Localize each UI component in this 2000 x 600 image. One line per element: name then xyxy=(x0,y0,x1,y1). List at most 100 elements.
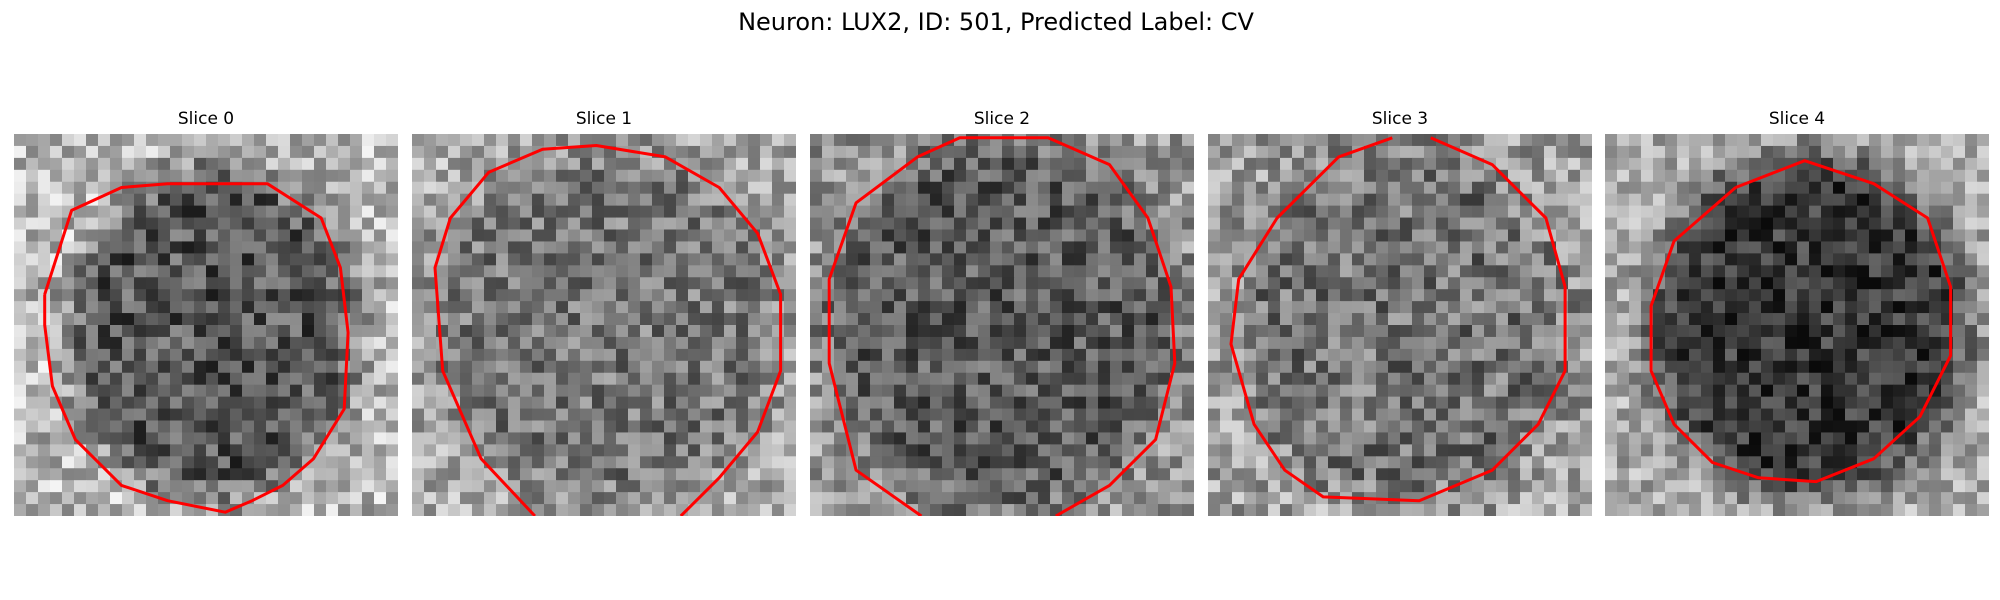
pixel xyxy=(628,325,641,338)
pixel xyxy=(870,157,883,171)
pixel xyxy=(1182,313,1194,326)
pixel xyxy=(1665,265,1678,278)
pixel xyxy=(1580,432,1592,445)
pixel xyxy=(1785,432,1798,445)
pixel xyxy=(748,205,761,218)
pixel xyxy=(338,432,351,445)
pixel xyxy=(496,372,509,386)
pixel xyxy=(1340,396,1353,409)
pixel xyxy=(676,492,689,505)
pixel xyxy=(1340,134,1353,147)
pixel xyxy=(846,372,859,386)
pixel xyxy=(712,384,725,398)
pixel xyxy=(1002,348,1015,362)
pixel xyxy=(412,229,425,242)
pixel xyxy=(870,169,883,183)
pixel xyxy=(74,301,87,314)
pixel xyxy=(1809,348,1822,362)
pixel xyxy=(592,456,605,469)
pixel xyxy=(1893,313,1906,326)
pixel xyxy=(1268,241,1281,254)
pixel xyxy=(592,134,605,147)
pixel xyxy=(1617,408,1630,421)
pixel xyxy=(894,492,907,505)
pixel xyxy=(1376,217,1389,230)
pixel xyxy=(1232,205,1245,218)
pixel xyxy=(978,396,991,409)
pixel xyxy=(182,432,195,445)
pixel xyxy=(894,289,907,302)
pixel xyxy=(254,313,267,326)
pixel xyxy=(508,205,521,218)
pixel xyxy=(1304,134,1317,147)
pixel xyxy=(1629,289,1642,302)
pixel xyxy=(1014,504,1027,516)
pixel xyxy=(882,217,895,230)
pixel xyxy=(1484,277,1497,290)
pixel xyxy=(1785,253,1798,266)
pixel xyxy=(604,134,617,147)
pixel xyxy=(1400,492,1413,505)
pixel xyxy=(1773,301,1786,314)
pixel xyxy=(134,169,147,183)
pixel xyxy=(544,169,557,183)
pixel xyxy=(1689,193,1702,207)
slice-image-2 xyxy=(810,134,1194,516)
pixel xyxy=(1086,193,1099,207)
pixel xyxy=(1881,193,1894,207)
pixel xyxy=(1917,265,1930,278)
pixel xyxy=(990,480,1003,493)
pixel xyxy=(146,134,159,147)
pixel xyxy=(712,253,725,266)
pixel xyxy=(930,348,943,362)
pixel xyxy=(1809,384,1822,398)
pixel xyxy=(1256,253,1269,266)
pixel xyxy=(568,336,581,350)
pixel xyxy=(1965,325,1978,338)
pixel xyxy=(1098,372,1111,386)
pixel xyxy=(1833,301,1846,314)
pixel xyxy=(1122,504,1135,516)
pixel xyxy=(1520,444,1533,457)
pixel xyxy=(194,301,207,314)
pixel xyxy=(460,241,473,254)
pixel xyxy=(26,193,39,207)
pixel xyxy=(1232,169,1245,183)
pixel xyxy=(1977,169,1989,183)
pixel xyxy=(532,169,545,183)
pixel xyxy=(628,492,641,505)
pixel xyxy=(1821,265,1834,278)
pixel xyxy=(86,205,99,218)
pixel xyxy=(1580,504,1592,516)
pixel xyxy=(1845,205,1858,218)
pixel xyxy=(556,277,569,290)
pixel xyxy=(1268,169,1281,183)
pixel xyxy=(1436,193,1449,207)
pixel xyxy=(1556,468,1569,481)
pixel xyxy=(652,277,665,290)
pixel xyxy=(1965,408,1978,421)
pixel xyxy=(942,372,955,386)
pixel xyxy=(1785,301,1798,314)
pixel xyxy=(760,468,773,481)
pixel xyxy=(1677,169,1690,183)
pixel xyxy=(616,241,629,254)
pixel xyxy=(1316,444,1329,457)
pixel xyxy=(1182,325,1194,338)
pixel xyxy=(1496,193,1509,207)
pixel xyxy=(1869,229,1882,242)
pixel xyxy=(302,492,315,505)
pixel xyxy=(724,408,737,421)
pixel xyxy=(1532,241,1545,254)
pixel xyxy=(496,169,509,183)
pixel xyxy=(628,360,641,374)
pixel xyxy=(1050,408,1063,421)
pixel xyxy=(604,504,617,516)
pixel xyxy=(1170,432,1183,445)
pixel xyxy=(1158,348,1171,362)
pixel xyxy=(1977,253,1989,266)
pixel xyxy=(736,229,749,242)
pixel xyxy=(374,217,387,230)
pixel xyxy=(532,444,545,457)
pixel xyxy=(1062,265,1075,278)
